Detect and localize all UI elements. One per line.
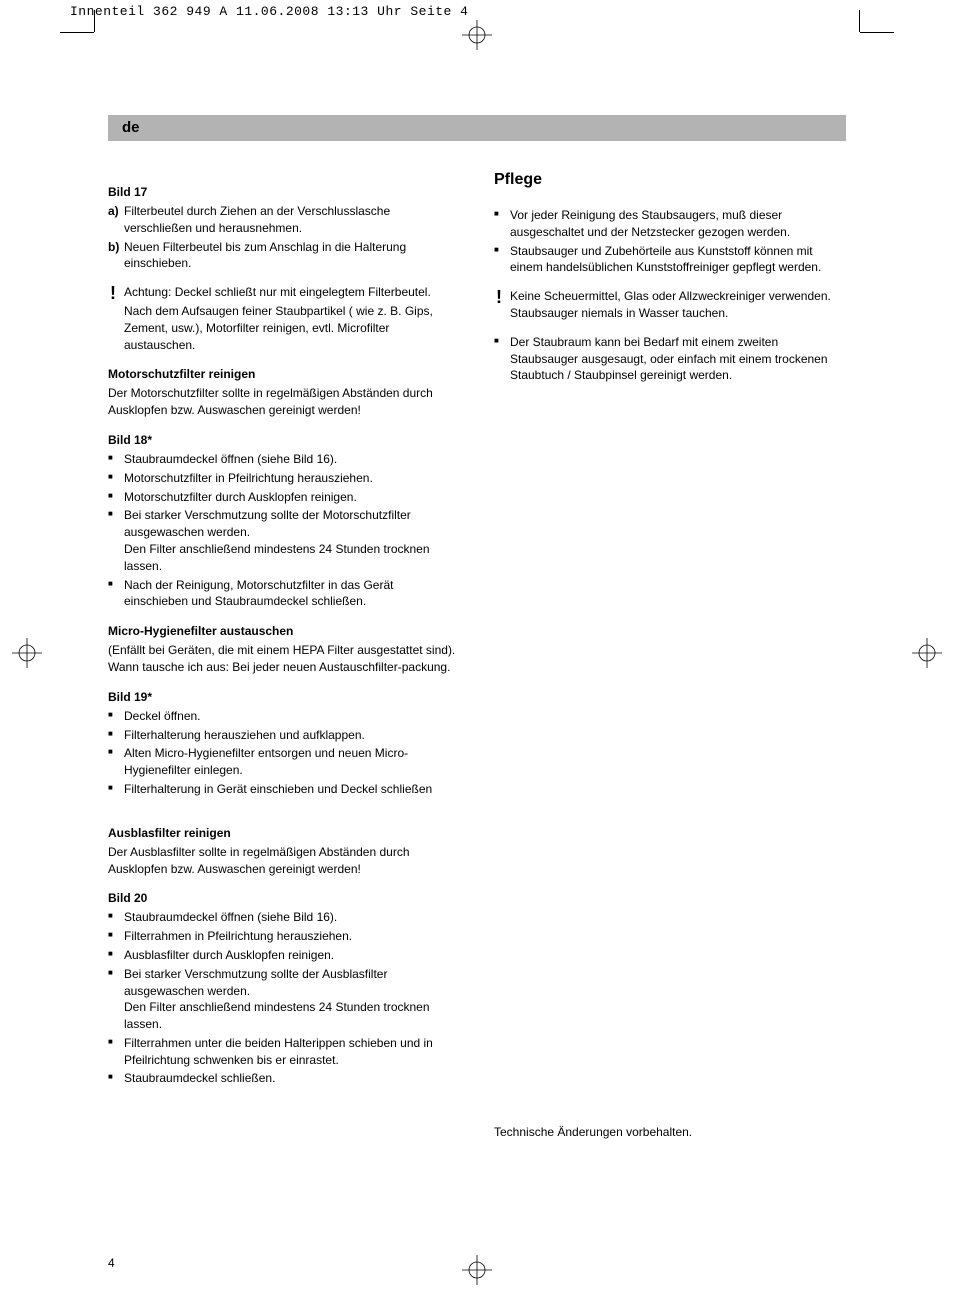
heading-micro: Micro-Hygienefilter austauschen [108, 624, 460, 638]
list-item: Motorschutzfilter durch Ausklopfen reini… [108, 489, 460, 506]
heading-bild20: Bild 20 [108, 891, 460, 905]
print-header: Innenteil 362 949 A 11.06.2008 13:13 Uhr… [0, 0, 954, 19]
text: Nach dem Aufsaugen feiner Staubpartikel … [108, 303, 460, 353]
list-item: Staubraumdeckel öffnen (siehe Bild 16). [108, 451, 460, 468]
heading-bild19: Bild 19* [108, 690, 460, 704]
paragraph: Der Motorschutzfilter sollte in regelmäß… [108, 385, 460, 419]
list-item: Filterrahmen unter die beiden Halterippe… [108, 1035, 460, 1069]
list-item: Motorschutzfilter in Pfeilrichtung herau… [108, 470, 460, 487]
right-column: Pflege Vor jeder Reinigung des Staubsaug… [494, 171, 846, 1141]
heading-bild17: Bild 17 [108, 185, 460, 199]
warning-note: Achtung: Deckel schließt nur mit eingele… [108, 284, 460, 301]
list-item: Filterhalterung herausziehen und aufklap… [108, 727, 460, 744]
bullet-list-bild20: Staubraumdeckel öffnen (siehe Bild 16). F… [108, 909, 460, 1087]
warning-note: Keine Scheuermittel, Glas oder Allzweckr… [494, 288, 846, 322]
language-bar: de [108, 115, 846, 141]
list-item: Vor jeder Reinigung des Staubsaugers, mu… [494, 207, 846, 241]
list-item: Bei starker Verschmutzung sollte der Aus… [108, 966, 460, 1033]
registration-mark-icon [462, 1255, 492, 1285]
text: Neuen Filterbeutel bis zum Anschlag in d… [124, 240, 406, 271]
registration-mark-icon [462, 20, 492, 50]
paragraph: Der Ausblasfilter sollte in regelmäßigen… [108, 844, 460, 878]
list-item: Ausblasfilter durch Ausklopfen reinigen. [108, 947, 460, 964]
heading-ausblas: Ausblasfilter reinigen [108, 826, 460, 840]
left-column: Bild 17 a)Filterbeutel durch Ziehen an d… [108, 171, 460, 1141]
bullet-list-bild19: Deckel öffnen. Filterhalterung herauszieh… [108, 708, 460, 798]
page-content: de Bild 17 a)Filterbeutel durch Ziehen a… [108, 115, 846, 1141]
technical-note: Technische Änderungen vorbehalten. [494, 1124, 846, 1141]
page-number: 4 [108, 1256, 115, 1270]
list-item: Alten Micro-Hygienefilter entsorgen und … [108, 745, 460, 779]
list-item: Der Staubraum kann bei Bedarf mit einem … [494, 334, 846, 384]
heading-bild18: Bild 18* [108, 433, 460, 447]
list-item: Filterhalterung in Gerät einschieben und… [108, 781, 460, 798]
registration-mark-icon [12, 638, 42, 668]
registration-mark-icon [912, 638, 942, 668]
list-item: Staubraumdeckel öffnen (siehe Bild 16). [108, 909, 460, 926]
list-item: Nach der Reinigung, Motorschutzfilter in… [108, 577, 460, 611]
list-item: Filterrahmen in Pfeilrichtung herauszieh… [108, 928, 460, 945]
section-title-pflege: Pflege [494, 171, 846, 189]
paragraph: (Enfällt bei Geräten, die mit einem HEPA… [108, 642, 460, 676]
text: Filterbeutel durch Ziehen an der Verschl… [124, 204, 390, 235]
list-item: a)Filterbeutel durch Ziehen an der Versc… [108, 203, 460, 237]
list-item: b)Neuen Filterbeutel bis zum Anschlag in… [108, 239, 460, 273]
list-item: Bei starker Verschmutzung sollte der Mot… [108, 507, 460, 574]
bullet-list-pflege2: Der Staubraum kann bei Bedarf mit einem … [494, 334, 846, 384]
list-item: Staubsauger und Zubehörteile aus Kunstst… [494, 243, 846, 277]
list-item: Deckel öffnen. [108, 708, 460, 725]
bullet-list-pflege1: Vor jeder Reinigung des Staubsaugers, mu… [494, 207, 846, 276]
bullet-list-bild18: Staubraumdeckel öffnen (siehe Bild 16). M… [108, 451, 460, 610]
heading-motor: Motorschutzfilter reinigen [108, 367, 460, 381]
list-item: Staubraumdeckel schließen. [108, 1070, 460, 1087]
